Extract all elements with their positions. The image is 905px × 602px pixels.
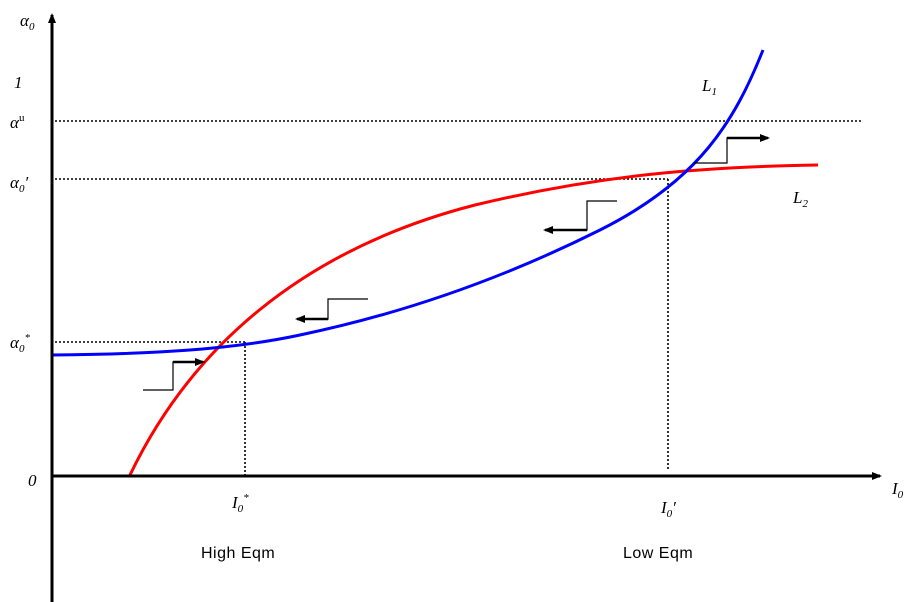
curve-label-L1: L1	[701, 76, 717, 98]
curve-L2	[128, 163, 819, 476]
x-tick-I-star: I0*	[231, 492, 249, 515]
y-axis-label: α0	[20, 11, 35, 33]
curve-label-L2: L2	[792, 188, 808, 210]
y-tick-alpha-star: α0*	[10, 332, 30, 355]
y-tick-origin: 0	[28, 471, 37, 490]
y-tick-one: 1	[14, 73, 23, 92]
high-eqm-label: High Eqm	[201, 545, 275, 562]
y-tick-alpha-u: αu	[10, 112, 25, 132]
curve-L1	[51, 49, 765, 357]
step-arrow-left-mid	[300, 298, 368, 320]
step-arrow-right-low	[143, 361, 205, 391]
y-tick-alpha-prime: α0′	[10, 173, 28, 195]
x-tick-I-prime: I0′	[660, 498, 676, 520]
low-eqm-label: Low Eqm	[623, 545, 693, 562]
x-axis-label: I0	[891, 479, 904, 501]
